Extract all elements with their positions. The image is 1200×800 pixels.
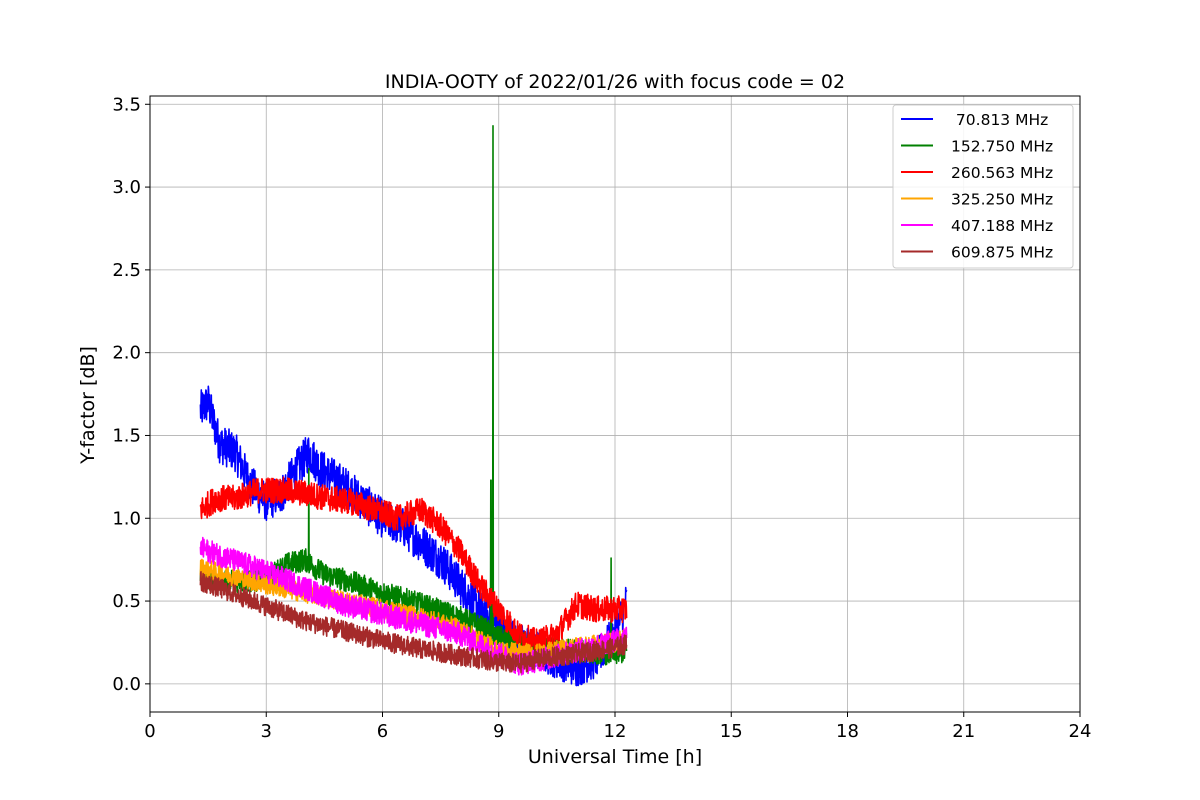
x-axis-label: Universal Time [h] [528,746,702,768]
legend-label: 70.813 MHz [951,111,1048,129]
x-tick-label: 24 [1069,721,1092,742]
y-tick-label: 1.5 [112,425,141,446]
y-tick-label: 2.0 [112,343,141,364]
y-tick-label: 3.5 [112,94,141,115]
x-tick-label: 9 [493,721,504,742]
y-tick-label: 1.0 [112,508,141,529]
legend-label: 407.188 MHz [951,217,1053,235]
legend-label: 609.875 MHz [951,244,1053,262]
y-tick-label: 3.0 [112,177,141,198]
series-line-3 [199,476,628,656]
legend-box [892,104,1074,269]
y-axis-label: Y-factor [dB] [77,346,99,465]
series-layer [199,125,628,687]
chart-title: INDIA-OOTY of 2022/01/26 with focus code… [385,71,845,93]
series-line-6 [199,570,628,674]
x-tick-label: 0 [144,721,155,742]
x-tick-label: 12 [604,721,627,742]
x-tick-label: 21 [952,721,975,742]
legend-label: 325.250 MHz [951,191,1053,209]
legend-label: 152.750 MHz [951,138,1053,156]
y-tick-label: 0.0 [112,674,141,695]
x-tick-label: 6 [377,721,388,742]
plot-frame [149,95,1081,713]
x-tick-label: 3 [261,721,272,742]
y-tick-label: 2.5 [112,260,141,281]
legend: 70.813 MHz 152.750 MHz 260.563 MHz 325.250 … [892,104,1074,269]
y-tick-label: 0.5 [112,591,141,612]
axes-layer: 0 3 6 9 12 15 18 21 24 0.0 0.5 1.0 1.5 2.0 2.5 3.0 3.5 [112,94,1091,742]
legend-label: 260.563 MHz [951,164,1053,182]
x-tick-label: 15 [720,721,743,742]
x-tick-label: 18 [836,721,859,742]
